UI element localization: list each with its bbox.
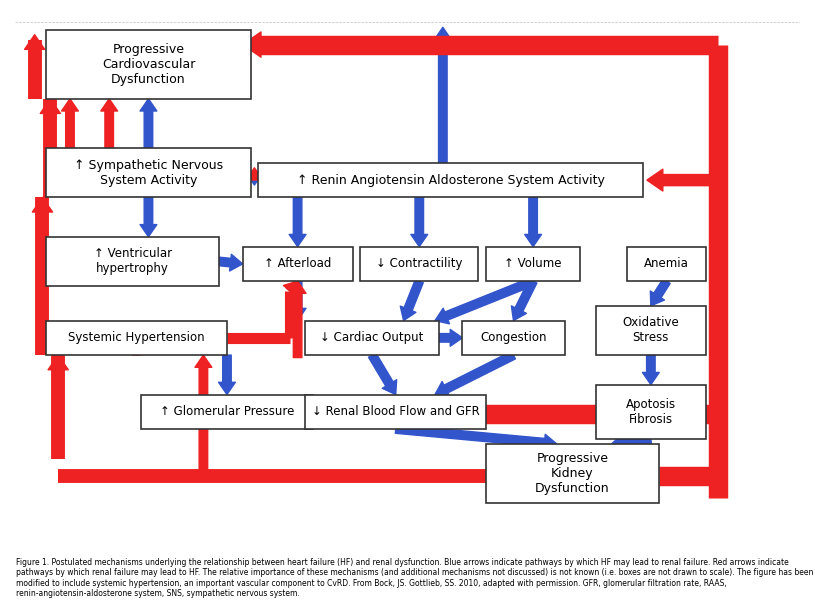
Text: ↓ Contractility: ↓ Contractility bbox=[376, 257, 463, 270]
Text: ↑ Afterload: ↑ Afterload bbox=[264, 257, 331, 270]
FancyBboxPatch shape bbox=[46, 30, 250, 99]
Text: ↑ Sympathetic Nervous
System Activity: ↑ Sympathetic Nervous System Activity bbox=[74, 159, 223, 187]
Text: Anemia: Anemia bbox=[644, 257, 689, 270]
FancyBboxPatch shape bbox=[596, 385, 706, 439]
Text: ↑ Renin Angiotensin Aldosterone System Activity: ↑ Renin Angiotensin Aldosterone System A… bbox=[297, 174, 605, 187]
FancyBboxPatch shape bbox=[486, 444, 659, 503]
FancyBboxPatch shape bbox=[46, 237, 219, 286]
Text: Oxidative
Stress: Oxidative Stress bbox=[623, 317, 679, 344]
FancyBboxPatch shape bbox=[46, 148, 250, 197]
FancyBboxPatch shape bbox=[258, 163, 643, 197]
FancyBboxPatch shape bbox=[628, 246, 706, 281]
Text: ↓ Renal Blood Flow and GFR: ↓ Renal Blood Flow and GFR bbox=[312, 405, 479, 418]
FancyBboxPatch shape bbox=[243, 246, 353, 281]
Text: ↑ Volume: ↑ Volume bbox=[504, 257, 562, 270]
FancyBboxPatch shape bbox=[46, 320, 227, 355]
Text: Progressive
Cardiovascular
Dysfunction: Progressive Cardiovascular Dysfunction bbox=[102, 43, 195, 86]
FancyBboxPatch shape bbox=[306, 394, 486, 429]
Text: Systemic Hypertension: Systemic Hypertension bbox=[68, 331, 205, 344]
Text: ↑ Ventricular
hypertrophy: ↑ Ventricular hypertrophy bbox=[94, 248, 172, 275]
Text: Apotosis
Fibrosis: Apotosis Fibrosis bbox=[626, 398, 676, 426]
Text: ↓ Cardiac Output: ↓ Cardiac Output bbox=[320, 331, 424, 344]
Text: ↑ Glomerular Pressure: ↑ Glomerular Pressure bbox=[160, 405, 294, 418]
FancyBboxPatch shape bbox=[486, 246, 580, 281]
FancyBboxPatch shape bbox=[596, 306, 706, 355]
FancyBboxPatch shape bbox=[141, 394, 313, 429]
Text: Congestion: Congestion bbox=[480, 331, 547, 344]
FancyBboxPatch shape bbox=[462, 320, 565, 355]
FancyBboxPatch shape bbox=[306, 320, 439, 355]
Text: Figure 1. Postulated mechanisms underlying the relationship between heart failur: Figure 1. Postulated mechanisms underlyi… bbox=[16, 558, 813, 598]
Text: Progressive
Kidney
Dysfunction: Progressive Kidney Dysfunction bbox=[535, 452, 610, 495]
FancyBboxPatch shape bbox=[360, 246, 478, 281]
